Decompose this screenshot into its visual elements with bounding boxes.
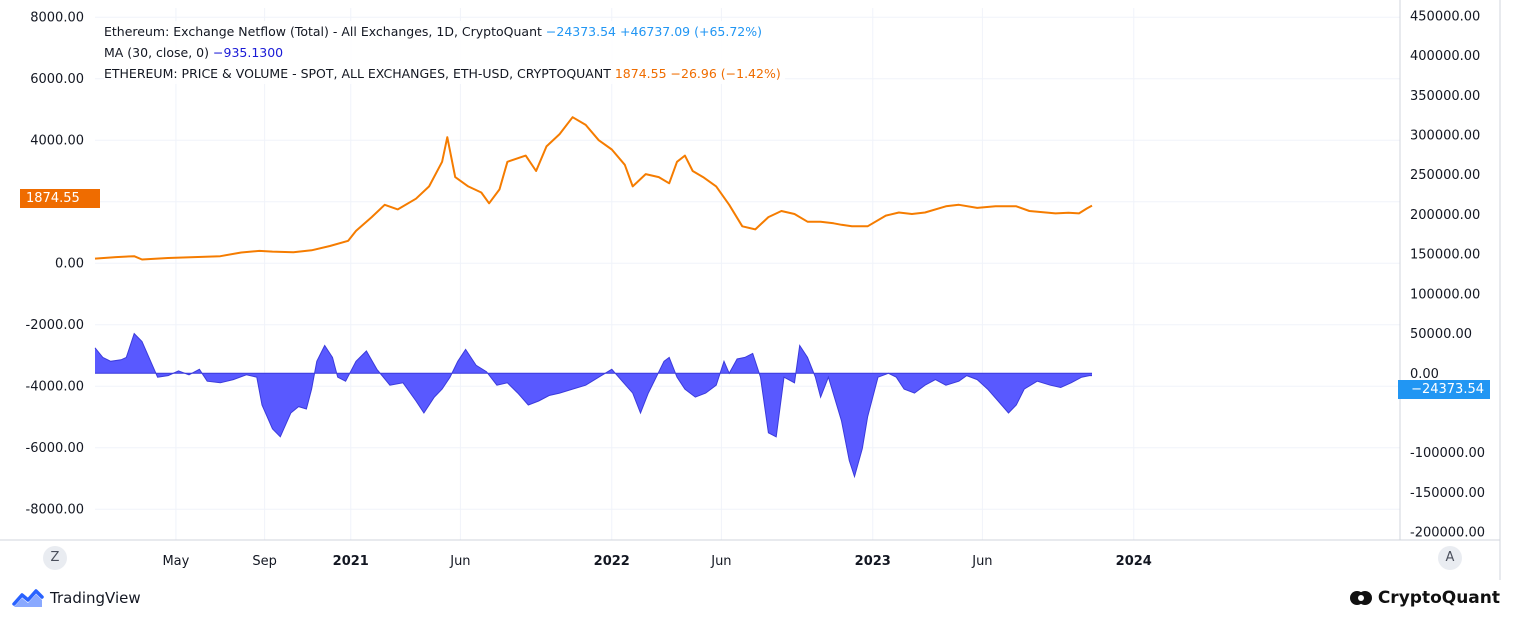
- right-tick-label: 350000.00: [1410, 89, 1480, 104]
- right-tick-label: 250000.00: [1410, 168, 1480, 183]
- left-tick-label: -2000.00: [26, 318, 84, 333]
- right-tick-label: 300000.00: [1410, 129, 1480, 144]
- left-tick-label: -8000.00: [26, 503, 84, 518]
- cryptoquant-label: CryptoQuant: [1377, 588, 1500, 608]
- legend-price-value: 1874.55: [614, 66, 667, 81]
- tradingview-label: TradingView: [50, 589, 141, 607]
- legend: Ethereum: Exchange Netflow (Total) - All…: [104, 21, 785, 84]
- time-tick-label: Jun: [449, 554, 470, 569]
- right-tick-label: 0.00: [1410, 367, 1439, 382]
- netflow-last-value-badge: −24373.54: [1398, 380, 1490, 399]
- left-tick-label: -6000.00: [26, 441, 84, 456]
- right-tick-label: -100000.00: [1410, 446, 1485, 461]
- left-tick-label: -4000.00: [26, 380, 84, 395]
- netflow-area: [95, 333, 1092, 477]
- tradingview-icon: [12, 589, 44, 607]
- right-tick-label: -150000.00: [1410, 486, 1485, 501]
- legend-netflow-label: Ethereum: Exchange Netflow (Total) - All…: [104, 24, 542, 39]
- chart-canvas[interactable]: 8000.00 6000.00 4000.00 0.00 -2000.00 -4000.0…: [0, 0, 1513, 580]
- time-tick-label: 2024: [1116, 554, 1152, 569]
- legend-price-row[interactable]: ETHEREUM: PRICE & VOLUME - SPOT, ALL EXC…: [104, 63, 785, 84]
- legend-ma-row[interactable]: MA (30, close, 0) −935.1300: [104, 42, 785, 63]
- right-tick-label: 100000.00: [1410, 287, 1480, 302]
- time-tick-label: 2023: [855, 554, 891, 569]
- time-tick-label: May: [162, 554, 189, 569]
- time-axis-ticks: May Sep 2021 Jun 2022 Jun 2023 Jun 2024: [162, 554, 1151, 569]
- legend-ma-value: −935.1300: [213, 45, 284, 60]
- legend-netflow-change: +46737.09 (+65.72%): [620, 24, 762, 39]
- cryptoquant-logo[interactable]: CryptoQuant: [1349, 585, 1500, 611]
- time-tick-label: Jun: [710, 554, 731, 569]
- time-tick-label: 2021: [333, 554, 369, 569]
- right-tick-label: 450000.00: [1410, 9, 1480, 24]
- chart-axes: [0, 0, 1501, 580]
- tradingview-logo[interactable]: TradingView: [12, 585, 141, 611]
- right-tick-label: 150000.00: [1410, 248, 1480, 263]
- right-tick-label: -200000.00: [1410, 526, 1485, 541]
- price-last-value-badge: 1874.55: [20, 189, 100, 208]
- right-tick-label: 200000.00: [1410, 208, 1480, 223]
- left-tick-label: 8000.00: [30, 11, 84, 26]
- left-scale-button[interactable]: Z: [43, 546, 67, 570]
- cryptoquant-icon: [1349, 591, 1372, 605]
- left-tick-label: 6000.00: [30, 72, 84, 87]
- right-tick-label: 400000.00: [1410, 49, 1480, 64]
- time-tick-label: Sep: [252, 554, 277, 569]
- time-tick-label: 2022: [594, 554, 630, 569]
- price-series: [94, 116, 1093, 261]
- legend-price-change: −26.96 (−1.42%): [670, 66, 781, 81]
- right-axis-ticks: 450000.00 400000.00 350000.00 300000.00 2500…: [1410, 9, 1485, 540]
- left-tick-label: 0.00: [55, 257, 84, 272]
- time-tick-label: Jun: [971, 554, 992, 569]
- netflow-series: [94, 332, 1093, 479]
- left-axis-ticks: 8000.00 6000.00 4000.00 0.00 -2000.00 -4000.0…: [26, 11, 84, 518]
- right-tick-label: 50000.00: [1410, 327, 1472, 342]
- legend-netflow-row[interactable]: Ethereum: Exchange Netflow (Total) - All…: [104, 21, 785, 42]
- grid-lines: [95, 8, 1400, 540]
- legend-netflow-value: −24373.54: [545, 24, 617, 39]
- left-tick-label: 4000.00: [30, 134, 84, 149]
- netflow-outline: [94, 332, 1092, 479]
- legend-ma-label: MA (30, close, 0): [104, 45, 210, 60]
- price-line: [94, 116, 1093, 261]
- legend-price-label: ETHEREUM: PRICE & VOLUME - SPOT, ALL EXC…: [104, 66, 611, 81]
- right-scale-button[interactable]: A: [1438, 546, 1462, 570]
